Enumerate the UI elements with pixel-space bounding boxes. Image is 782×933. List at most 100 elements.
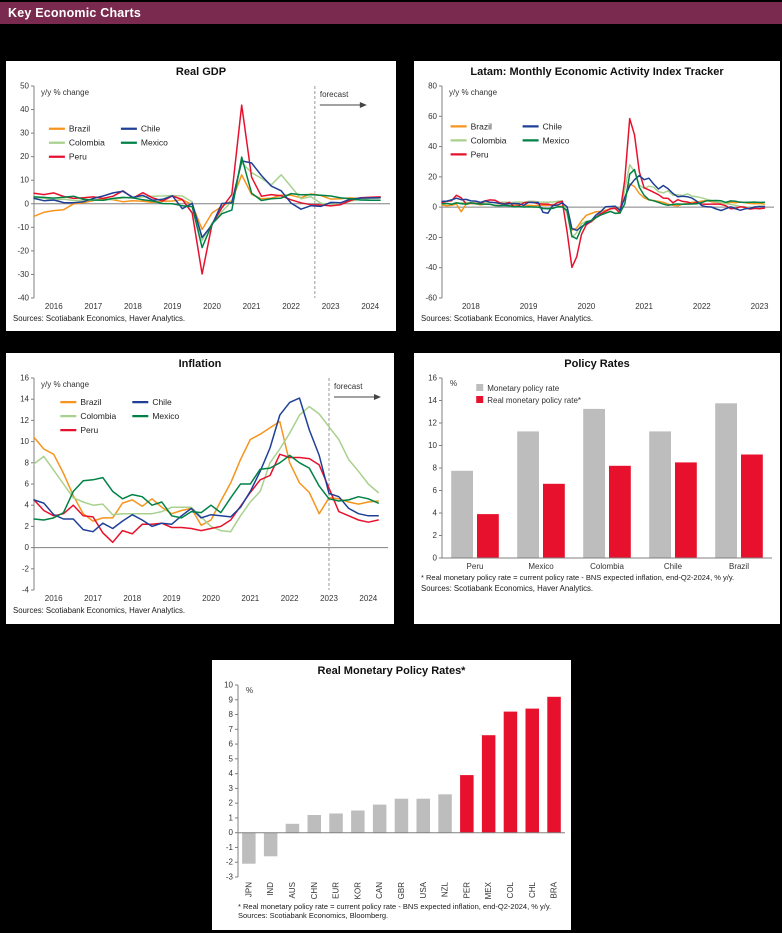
svg-text:CHL: CHL: [528, 881, 537, 898]
svg-text:NZL: NZL: [441, 881, 450, 897]
svg-text:2017: 2017: [84, 594, 102, 603]
svg-text:10: 10: [428, 441, 437, 450]
svg-text:JPN: JPN: [244, 882, 253, 897]
svg-text:4: 4: [229, 769, 234, 778]
svg-text:EUR: EUR: [332, 882, 341, 899]
chart-panel-inflation: Inflation 16 14 12 10 8 6 4 2 0 -2 -4 2016 2017 2018 2…: [5, 352, 395, 625]
svg-text:CHN: CHN: [310, 882, 319, 900]
svg-text:Monetary policy rate: Monetary policy rate: [487, 384, 560, 393]
svg-text:-40: -40: [17, 294, 29, 303]
svg-text:2018: 2018: [462, 302, 480, 311]
svg-text:2023: 2023: [751, 302, 769, 311]
svg-text:Peru: Peru: [467, 562, 484, 571]
svg-text:1: 1: [229, 813, 234, 822]
svg-text:20: 20: [20, 152, 29, 161]
svg-text:50: 50: [20, 82, 29, 91]
policy-rates-plot: 16 14 12 10 8 6 4 2 0% Peru Mexico Colombia Chile Bra…: [428, 374, 772, 571]
svg-text:-40: -40: [425, 263, 437, 272]
svg-text:3: 3: [229, 784, 234, 793]
svg-text:2016: 2016: [45, 594, 63, 603]
svg-text:2022: 2022: [693, 302, 711, 311]
svg-text:10: 10: [20, 176, 29, 185]
svg-text:2019: 2019: [164, 302, 182, 311]
svg-text:2022: 2022: [281, 594, 299, 603]
svg-text:12: 12: [428, 419, 437, 428]
svg-text:2018: 2018: [124, 302, 142, 311]
svg-text:MEX: MEX: [484, 881, 493, 899]
svg-text:CAN: CAN: [375, 882, 384, 899]
svg-text:8: 8: [229, 710, 234, 719]
svg-text:Mexico: Mexico: [528, 562, 554, 571]
svg-text:0: 0: [229, 828, 234, 837]
chart-title-inflation: Inflation: [178, 358, 222, 370]
svg-text:2020: 2020: [203, 302, 221, 311]
svg-text:6: 6: [433, 486, 438, 495]
svg-text:-3: -3: [226, 873, 234, 882]
svg-text:5: 5: [229, 754, 234, 763]
svg-text:14: 14: [20, 395, 29, 404]
chart-title-latam-activity: Latam: Monthly Economic Activity Index T…: [470, 66, 724, 78]
svg-text:-20: -20: [17, 246, 29, 255]
svg-text:2021: 2021: [241, 594, 259, 603]
svg-text:Real monetary policy rate*: Real monetary policy rate*: [487, 396, 581, 405]
svg-text:AUS: AUS: [288, 882, 297, 898]
real-gdp-sources: Sources: Scotiabank Economics, Haver Ana…: [13, 314, 186, 323]
svg-text:Brazil: Brazil: [471, 121, 492, 131]
svg-text:60: 60: [428, 112, 437, 121]
svg-text:10: 10: [224, 681, 233, 690]
latam-activity-plot: 80 60 40 20 0 -20 -40 -60 2018 2019 2020 2021 2022 20…: [425, 82, 774, 311]
svg-text:Mexico: Mexico: [141, 138, 168, 148]
svg-text:12: 12: [20, 416, 29, 425]
svg-text:16: 16: [20, 374, 29, 383]
svg-text:0: 0: [25, 199, 30, 208]
svg-text:6: 6: [25, 480, 30, 489]
svg-text:2024: 2024: [361, 302, 379, 311]
svg-text:14: 14: [428, 396, 437, 405]
svg-text:Mexico: Mexico: [152, 411, 179, 421]
svg-text:2020: 2020: [577, 302, 595, 311]
svg-text:2019: 2019: [520, 302, 538, 311]
svg-text:2022: 2022: [282, 302, 300, 311]
chart-panel-real-monetary-policy-rates: Real Monetary Policy Rates* 10 9 8 7 6 5 4 3 2 1 0…: [211, 659, 572, 931]
svg-text:Peru: Peru: [471, 149, 489, 159]
svg-text:2: 2: [229, 799, 234, 808]
svg-text:2: 2: [25, 522, 30, 531]
chart-panel-real-gdp: Real GDP 50 40 30 20 10 0 -10 -20 -30 -40 2016 2017…: [5, 60, 397, 332]
svg-text:Colombia: Colombia: [80, 411, 116, 421]
svg-text:2021: 2021: [635, 302, 653, 311]
svg-text:2020: 2020: [202, 594, 220, 603]
svg-text:80: 80: [428, 82, 437, 91]
svg-text:40: 40: [428, 142, 437, 151]
svg-text:Brazil: Brazil: [69, 124, 90, 134]
chart-panel-latam-activity: Latam: Monthly Economic Activity Index T…: [413, 60, 781, 332]
svg-text:-2: -2: [22, 564, 30, 573]
svg-text:Chile: Chile: [543, 121, 563, 131]
real-monetary-policy-rates-footnote: * Real monetary policy rate = current po…: [238, 902, 552, 921]
svg-text:Chile: Chile: [152, 397, 172, 407]
svg-text:16: 16: [428, 374, 437, 383]
svg-text:y/y % change: y/y % change: [41, 380, 90, 389]
svg-text:30: 30: [20, 129, 29, 138]
svg-text:COL: COL: [506, 881, 515, 898]
svg-text:7: 7: [229, 725, 234, 734]
svg-text:Colombia: Colombia: [69, 138, 105, 148]
svg-text:Colombia: Colombia: [471, 135, 507, 145]
svg-text:0: 0: [25, 543, 30, 552]
svg-text:Chile: Chile: [664, 562, 683, 571]
svg-text:6: 6: [229, 740, 234, 749]
svg-text:10: 10: [20, 437, 29, 446]
page-header: Key Economic Charts: [0, 2, 782, 24]
svg-text:2021: 2021: [243, 302, 261, 311]
real-gdp-plot: 50 40 30 20 10 0 -10 -20 -30 -40 2016 2017 2018 2019 2…: [17, 82, 390, 311]
svg-text:2018: 2018: [123, 594, 141, 603]
svg-text:2016: 2016: [45, 302, 63, 311]
svg-text:9: 9: [229, 695, 234, 704]
svg-text:forecast: forecast: [320, 90, 349, 99]
svg-text:2017: 2017: [84, 302, 102, 311]
svg-text:forecast: forecast: [334, 382, 363, 391]
svg-text:40: 40: [20, 105, 29, 114]
svg-text:Colombia: Colombia: [590, 562, 624, 571]
svg-text:8: 8: [25, 458, 30, 467]
svg-text:0: 0: [433, 203, 438, 212]
